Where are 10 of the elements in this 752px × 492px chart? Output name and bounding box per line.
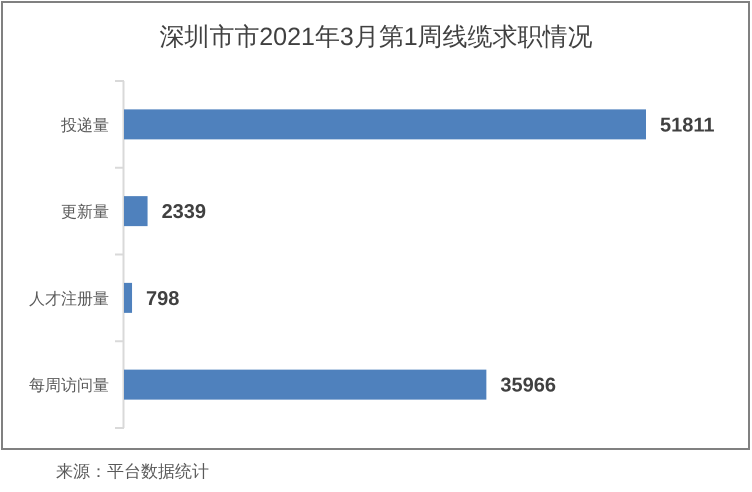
data-label: 51811 <box>660 114 715 136</box>
category-label: 每周访问量 <box>29 378 109 395</box>
title: 深圳市市2021年3月第1周线缆求职情况 <box>159 23 593 51</box>
category-label: 投递量 <box>61 117 109 134</box>
category-label: 更新量 <box>61 204 109 222</box>
data-label: 798 <box>146 288 180 310</box>
annotation: 来源：平台数据统计 <box>56 462 209 481</box>
category-label: 人才注册量 <box>29 290 109 308</box>
data-label: 2339 <box>162 201 206 224</box>
data-label: 35966 <box>500 374 556 397</box>
